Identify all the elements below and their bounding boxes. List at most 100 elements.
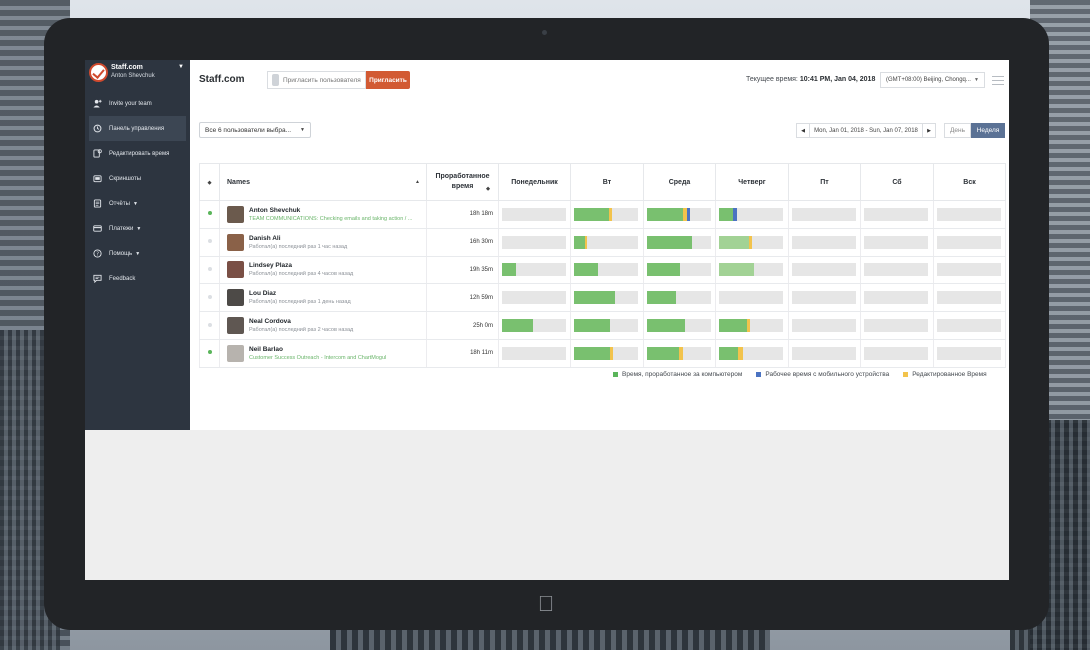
account-switcher[interactable]: Staff.com Anton Shevchuk ▼: [89, 63, 187, 85]
day-activity-bar: [864, 319, 928, 333]
day-activity-cell[interactable]: [933, 256, 1006, 285]
day-activity-bar: [792, 319, 856, 333]
table-row[interactable]: Neil Barlao Customer Success Outreach - I…: [199, 339, 1006, 368]
day-activity-bar: [647, 319, 711, 333]
legend-item: Время, проработанное за компьютером: [613, 371, 742, 378]
user-cell[interactable]: Neal Cordova Работал(а) последний раз 2 ч…: [219, 311, 427, 340]
invite-button[interactable]: Пригласить: [366, 71, 410, 89]
user-cell[interactable]: Lindsey Plaza Работал(а) последний раз 4 …: [219, 256, 427, 285]
day-activity-cell[interactable]: [715, 256, 789, 285]
day-activity-bar: [574, 235, 638, 249]
sort-icon: ◆: [486, 186, 490, 192]
day-activity-cell[interactable]: [788, 311, 861, 340]
day-activity-cell[interactable]: [715, 311, 789, 340]
hamburger-menu-icon[interactable]: [992, 76, 1004, 85]
day-activity-cell[interactable]: [570, 339, 644, 368]
user-name[interactable]: Lindsey Plaza: [249, 262, 292, 270]
day-activity-cell[interactable]: [933, 200, 1006, 229]
sidebar-item-4[interactable]: Скриншоты: [85, 166, 190, 191]
timezone-select[interactable]: (GMT+08:00) Beijing, Chongq... ▼: [880, 72, 985, 88]
user-name[interactable]: Anton Shevchuk: [249, 206, 301, 214]
day-activity-cell[interactable]: [715, 339, 789, 368]
day-activity-cell[interactable]: [788, 256, 861, 285]
current-time-label: Текущее время:: [746, 76, 798, 83]
day-activity-cell[interactable]: [498, 228, 571, 257]
day-activity-cell[interactable]: [498, 256, 571, 285]
team-activity-table: ◆ Names ▲ Проработанное время ◆ Понедель…: [199, 163, 1006, 368]
sidebar-item-7[interactable]: ? Помощь ▼: [85, 241, 190, 266]
status-sort-header[interactable]: ◆: [199, 163, 220, 201]
apple-logo-icon: : [535, 592, 557, 616]
day-activity-cell[interactable]: [643, 339, 716, 368]
user-name[interactable]: Neal Cordova: [249, 318, 291, 326]
day-activity-cell[interactable]: [933, 339, 1006, 368]
day-activity-cell[interactable]: [498, 200, 571, 229]
user-cell[interactable]: Neil Barlao Customer Success Outreach - I…: [219, 339, 427, 368]
day-activity-cell[interactable]: [715, 228, 789, 257]
day-activity-cell[interactable]: [715, 200, 789, 229]
day-activity-cell[interactable]: [933, 311, 1006, 340]
time-segment: [719, 346, 739, 360]
sidebar-item-2[interactable]: Панель управления: [89, 116, 186, 141]
table-row[interactable]: Neal Cordova Работал(а) последний раз 2 ч…: [199, 311, 1006, 340]
day-activity-cell[interactable]: [933, 283, 1006, 313]
user-cell[interactable]: Lou Diaz Работал(а) последний раз 1 день …: [219, 283, 427, 313]
day-activity-cell[interactable]: [643, 200, 716, 229]
date-range-text[interactable]: Mon, Jan 01, 2018 - Sun, Jan 07, 2018: [814, 127, 918, 134]
day-activity-cell[interactable]: [570, 228, 644, 257]
table-row[interactable]: Danish Ali Работал(а) последний раз 1 час…: [199, 228, 1006, 257]
day-activity-cell[interactable]: [788, 339, 861, 368]
users-filter-select[interactable]: Все 6 пользователи выбра... ▼: [199, 122, 311, 138]
user-name[interactable]: Neil Barlao: [249, 345, 283, 353]
table-row[interactable]: Anton Shevchuk TEAM COMMUNICATIONS: Check…: [199, 200, 1006, 229]
time-segment: [679, 346, 683, 360]
day-activity-cell[interactable]: [643, 311, 716, 340]
day-activity-cell[interactable]: [570, 311, 644, 340]
sidebar-item-5[interactable]: Отчёты ▼: [85, 191, 190, 216]
prev-week-arrow-icon[interactable]: ◀: [797, 124, 810, 137]
worked-time-column-header[interactable]: Проработанное время ◆: [426, 163, 499, 201]
day-activity-cell[interactable]: [570, 283, 644, 313]
user-name[interactable]: Lou Diaz: [249, 290, 277, 298]
sidebar-item-1[interactable]: Invite your team: [85, 91, 190, 116]
view-day-button[interactable]: День: [944, 123, 971, 138]
next-week-arrow-icon[interactable]: ▶: [922, 124, 935, 137]
worked-header-label: Проработанное время: [435, 173, 490, 190]
day-activity-cell[interactable]: [498, 339, 571, 368]
day-activity-cell[interactable]: [788, 283, 861, 313]
day-activity-cell[interactable]: [643, 283, 716, 313]
invite-user-input[interactable]: [283, 76, 365, 84]
day-activity-cell[interactable]: [643, 256, 716, 285]
edit-time-icon: [92, 149, 102, 159]
day-activity-cell[interactable]: [860, 256, 934, 285]
online-status-cell: [199, 311, 220, 340]
sidebar-item-8[interactable]: Feedback: [85, 266, 190, 291]
day-activity-cell[interactable]: [498, 311, 571, 340]
day-activity-cell[interactable]: [570, 200, 644, 229]
legend-swatch: [903, 371, 909, 377]
sidebar-item-3[interactable]: Редактировать время: [85, 141, 190, 166]
time-segment: [609, 346, 614, 360]
day-activity-cell[interactable]: [788, 200, 861, 229]
sidebar-item-6[interactable]: Платежи ▼: [85, 216, 190, 241]
online-status-cell: [199, 200, 220, 229]
chart-legend: Время, проработанное за компьютером Рабоч…: [613, 371, 987, 378]
day-activity-cell[interactable]: [860, 339, 934, 368]
day-activity-cell[interactable]: [860, 283, 934, 313]
day-activity-cell[interactable]: [933, 228, 1006, 257]
user-cell[interactable]: Anton Shevchuk TEAM COMMUNICATIONS: Check…: [219, 200, 427, 229]
user-cell[interactable]: Danish Ali Работал(а) последний раз 1 час…: [219, 228, 427, 257]
table-row[interactable]: Lou Diaz Работал(а) последний раз 1 день …: [199, 283, 1006, 313]
table-row[interactable]: Lindsey Plaza Работал(а) последний раз 4 …: [199, 256, 1006, 285]
names-column-header[interactable]: Names ▲: [219, 163, 427, 201]
user-name[interactable]: Danish Ali: [249, 234, 281, 242]
day-activity-cell[interactable]: [860, 311, 934, 340]
day-activity-cell[interactable]: [860, 228, 934, 257]
day-activity-cell[interactable]: [860, 200, 934, 229]
view-week-button[interactable]: Неделя: [971, 123, 1005, 138]
day-activity-cell[interactable]: [498, 283, 571, 313]
day-activity-cell[interactable]: [570, 256, 644, 285]
day-activity-cell[interactable]: [788, 228, 861, 257]
day-activity-cell[interactable]: [643, 228, 716, 257]
day-activity-cell[interactable]: [715, 283, 789, 313]
